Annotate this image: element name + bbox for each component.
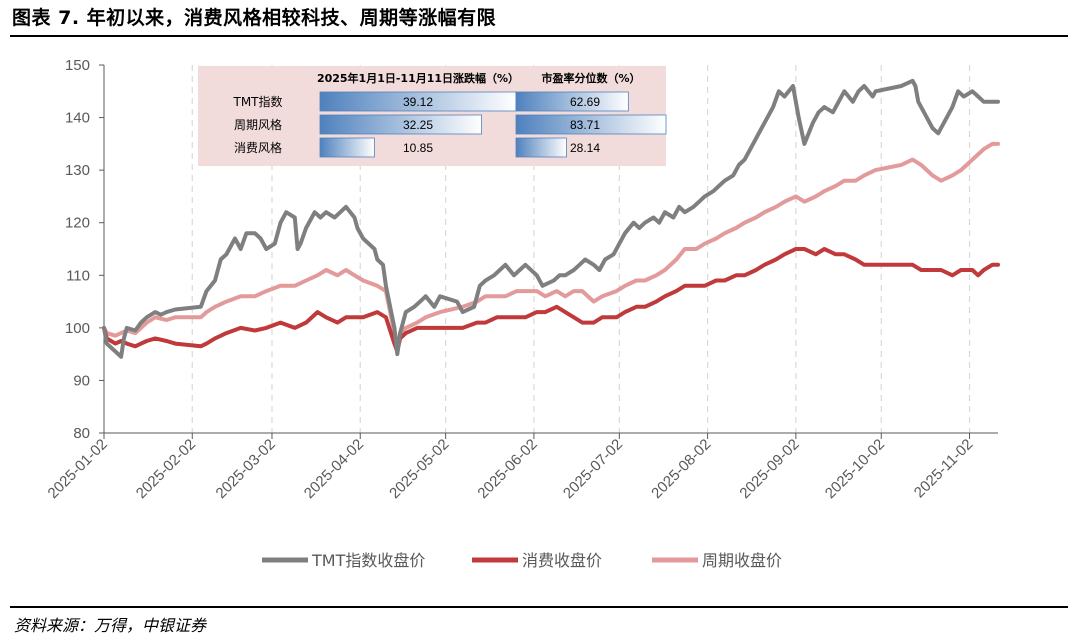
x-tick-label: 2025-11-02	[911, 436, 976, 501]
y-tick-label: 130	[65, 162, 90, 179]
table-row-name: 周期风格	[234, 117, 282, 132]
x-tick-label: 2025-07-02	[560, 436, 626, 502]
y-tick-label: 110	[66, 267, 90, 284]
source-note: 资料来源：万得，中银证券	[14, 616, 207, 635]
table-row-name: TMT指数	[232, 94, 282, 109]
pe-bar	[515, 91, 629, 112]
series-line-0	[102, 78, 1000, 359]
change-bar	[319, 114, 482, 135]
series-layer	[102, 78, 1000, 359]
change-value: 39.12	[403, 95, 433, 109]
series-line-1	[102, 247, 1000, 354]
change-value: 10.85	[403, 141, 433, 155]
legend: TMT指数收盘价 消费收盘价 周期收盘价	[262, 551, 782, 570]
table-header-change: 2025年1月1日-11月11日涨跌幅（%）	[317, 71, 519, 85]
legend-label: 周期收盘价	[702, 551, 782, 570]
x-tick-label: 2025-06-02	[474, 436, 540, 502]
figure-title: 图表 7. 年初以来，消费风格相较科技、周期等涨幅有限	[12, 7, 497, 29]
table-row-name: 消费风格	[234, 140, 282, 155]
x-tick-label: 2025-09-02	[736, 436, 802, 502]
y-tick-label: 120	[65, 215, 90, 232]
pe-value: 28.14	[570, 141, 600, 155]
x-tick-label: 2025-08-02	[648, 436, 714, 502]
x-tick-label: 2025-01-02	[45, 436, 111, 502]
inset-table: 2025年1月1日-11月11日涨跌幅（%） 市盈率分位数（%） TMT指数 39.1…	[198, 66, 667, 166]
footer-rule	[10, 606, 1068, 608]
series-line-2	[102, 141, 1000, 351]
x-tick-label: 2025-04-02	[301, 436, 367, 502]
x-tick-label: 2025-03-02	[213, 436, 279, 502]
pe-value: 83.71	[570, 118, 600, 132]
pe-bar	[515, 114, 667, 135]
change-bar	[319, 137, 375, 158]
y-tick-label: 140	[65, 110, 90, 127]
y-tick-label: 80	[73, 425, 90, 442]
legend-label: 消费收盘价	[522, 551, 602, 570]
table-header-pe: 市盈率分位数（%）	[541, 71, 640, 85]
pe-value: 62.69	[570, 95, 600, 109]
x-tick-label: 2025-05-02	[386, 436, 452, 502]
y-tick-label: 90	[73, 372, 90, 389]
x-tick-label: 2025-02-02	[133, 436, 199, 502]
legend-label: TMT指数收盘价	[311, 551, 425, 570]
line-chart: 2025-01-02 2025-02-02 2025-03-02 2025-04-02…	[45, 57, 1000, 570]
y-tick-label: 100	[65, 320, 90, 337]
y-tick-label: 150	[65, 57, 90, 74]
change-value: 32.25	[403, 118, 433, 132]
x-tick-label: 2025-10-02	[822, 436, 888, 502]
title-rule	[10, 35, 1068, 37]
pe-bar	[515, 137, 567, 158]
